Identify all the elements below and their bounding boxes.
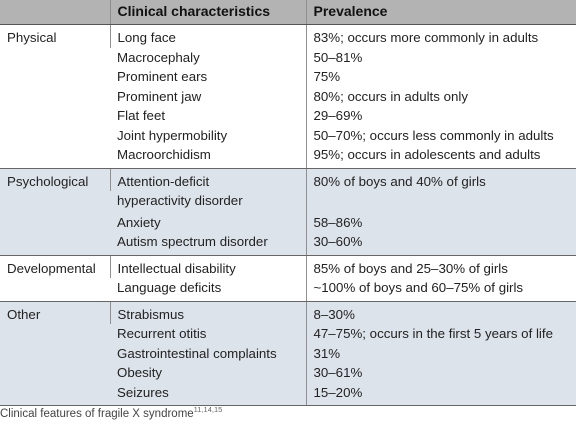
caption-references: 11,14,15 — [193, 405, 223, 414]
characteristic-cell: Long face — [109, 24, 306, 48]
prevalence-cell: 50–70%; occurs less commonly in adults — [305, 125, 576, 145]
prevalence-cell: 50–81% — [305, 47, 576, 67]
characteristic-cell: Prominent ears — [117, 69, 208, 84]
table-row: Other Strabismus 8–30% — [0, 301, 576, 406]
table-row: Physical Long face 83%; occurs more common… — [0, 24, 576, 169]
prevalence-cell: ~100% of boys and 60–75% of girls — [305, 278, 576, 302]
table-row: Joint hypermobility 50–70%; occurs less c… — [0, 125, 576, 145]
table-row: Language deficits ~100% of boys and 60–75… — [0, 278, 576, 302]
table-caption: Clinical features of fragile X syndrome1… — [0, 405, 222, 420]
characteristic-cell: Attention-deficit — [109, 168, 306, 191]
prevalence-cell: 30–60% — [305, 232, 576, 256]
prevalence-cell: 75% — [305, 67, 576, 87]
category-cell: Psychological — [0, 168, 110, 256]
prevalence-cell: 47–75%; occurs in the first 5 years of l… — [305, 324, 576, 344]
characteristic-cell: hyperactivity disorder — [110, 191, 306, 211]
characteristic-cell: Intellectual disability — [109, 255, 306, 278]
characteristic-cell: Gastrointestinal complaints — [110, 343, 306, 363]
table-row: Seizures 15–20% — [0, 382, 576, 406]
characteristic-cell: Language deficits — [110, 278, 306, 302]
table-row: Anxiety 58–86% — [0, 210, 576, 232]
prevalence-cell: 83%; occurs more commonly in adults — [305, 24, 576, 48]
table-row: Psychological Attention-deficit 80% of boy… — [0, 168, 576, 256]
table-body: Physical Long face 83%; occurs more common… — [0, 24, 576, 406]
prevalence-cell: 80% of boys and 40% of girls — [305, 168, 576, 191]
characteristic-cell: Anxiety — [110, 210, 306, 232]
caption-text: Clinical features of fragile X syndrome — [0, 407, 194, 420]
characteristic-cell: Strabismus — [109, 301, 306, 324]
header-characteristics: Clinical characteristics — [109, 0, 306, 25]
category-cell: Developmental — [0, 255, 110, 302]
prevalence-cell: 30–61% — [305, 363, 576, 383]
characteristic-cell: Autism spectrum disorder — [110, 232, 306, 256]
category-cell: Physical — [0, 24, 110, 169]
table-row: Prominent jaw 80%; occurs in adults only — [0, 86, 576, 106]
clinical-features-table: Clinical characteristics Prevalence Phys… — [0, 0, 576, 406]
header-prevalence: Prevalence — [305, 0, 576, 25]
header-row: Clinical characteristics Prevalence — [0, 0, 576, 25]
table-row: Developmental Intellectual disability 85% … — [0, 255, 576, 302]
table-row: Autism spectrum disorder 30–60% — [0, 232, 576, 256]
header-category — [0, 0, 110, 25]
prevalence-cell — [305, 191, 576, 211]
characteristic-cell: Macroorchidism — [110, 145, 306, 169]
prevalence-cell: 95%; occurs in adolescents and adults — [305, 145, 576, 169]
prevalence-cell: 8–30% — [305, 301, 576, 324]
characteristic-cell: Joint hypermobility — [117, 127, 228, 143]
table-row: Prominent ears 75% — [0, 67, 576, 87]
table-row: Recurrent otitis 47–75%; occurs in the fi… — [0, 324, 576, 344]
table-row: Macroorchidism 95%; occurs in adolescents… — [0, 145, 576, 169]
characteristic-cell: Flat feet — [117, 108, 166, 123]
table-row: hyperactivity disorder — [0, 191, 576, 211]
table-row: Flat feet 29–69% — [0, 106, 576, 126]
prevalence-cell: 80%; occurs in adults only — [305, 86, 576, 106]
prevalence-cell: 31% — [305, 343, 576, 363]
characteristic-cell: Macrocephaly — [117, 49, 200, 65]
characteristic-cell: Obesity — [110, 363, 306, 383]
table-row: Macrocephaly 50–81% — [0, 47, 576, 67]
prevalence-cell: 15–20% — [305, 382, 576, 406]
table-row: Gastrointestinal complaints 31% — [0, 343, 576, 363]
prevalence-cell: 58–86% — [305, 210, 576, 232]
category-cell: Other — [0, 301, 110, 406]
characteristic-cell: Recurrent otitis — [110, 324, 306, 344]
characteristic-cell: Prominent jaw — [117, 88, 202, 104]
prevalence-cell: 29–69% — [305, 106, 576, 126]
prevalence-cell: 85% of boys and 25–30% of girls — [305, 255, 576, 278]
table-row: Obesity 30–61% — [0, 363, 576, 383]
characteristic-cell: Seizures — [110, 382, 306, 406]
